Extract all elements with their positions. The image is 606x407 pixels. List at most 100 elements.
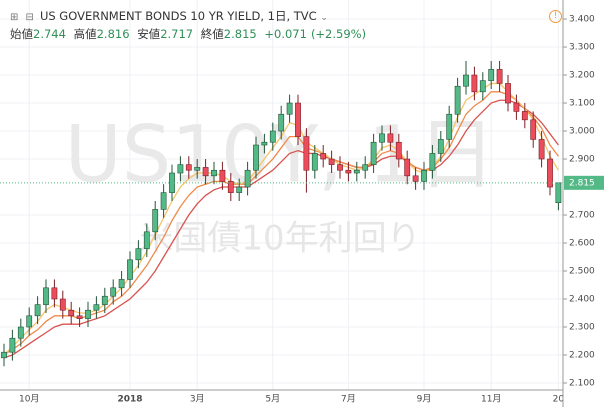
candle-body	[51, 287, 58, 300]
candle-body	[429, 153, 436, 171]
candle-body	[437, 139, 444, 154]
price-label-box	[564, 175, 604, 190]
candle-body	[547, 158, 553, 188]
candle-body	[143, 231, 150, 249]
candle-body	[387, 133, 394, 143]
y-tick-label: 2.500	[569, 267, 595, 277]
candle-body	[303, 136, 310, 171]
close-value: 2.815	[223, 27, 257, 41]
title-row: ⊞ ⊟ US GOVERNMENT BONDS 10 YR YIELD, 1日, …	[10, 8, 370, 26]
candle-body	[17, 326, 24, 339]
candle-body	[337, 164, 343, 171]
candle-body	[43, 287, 49, 305]
candle-body	[85, 309, 91, 319]
legend-header: ⊞ ⊟ US GOVERNMENT BONDS 10 YR YIELD, 1日, …	[10, 8, 370, 42]
x-tick-label: 7月	[341, 394, 356, 405]
high-value: 2.816	[96, 27, 130, 41]
open-value: 2.744	[33, 27, 66, 41]
candle-body	[68, 309, 75, 317]
candle-body	[421, 169, 427, 182]
candle-body	[395, 141, 402, 160]
candle-body	[9, 337, 16, 353]
candle-body	[370, 141, 377, 165]
candle-body	[253, 144, 259, 171]
candle-body	[219, 169, 226, 182]
chart-title[interactable]: US GOVERNMENT BONDS 10 YR YIELD, 1日, TVC	[39, 9, 317, 23]
candle-body	[496, 69, 503, 84]
change-pct: (+2.59%)	[310, 27, 367, 41]
y-tick-label: 3.400	[569, 15, 595, 25]
x-tick-label: 20	[553, 395, 565, 405]
y-tick-label: 2.300	[569, 323, 595, 333]
y-tick-label: 2.900	[569, 155, 595, 165]
candle-body	[177, 164, 184, 174]
candle-body	[59, 298, 66, 311]
candle-body	[269, 130, 276, 143]
candle-body	[555, 182, 562, 203]
change: +0.071	[264, 27, 307, 41]
low-value: 2.717	[160, 27, 194, 41]
y-tick-label: 3.100	[569, 99, 595, 109]
candle-body	[211, 169, 217, 177]
candle-body	[185, 164, 192, 171]
x-tick-label: 10月	[19, 394, 39, 405]
candle-body	[538, 139, 545, 160]
candle-body	[227, 181, 234, 193]
high-label: 高値	[73, 27, 97, 41]
warning-icon[interactable]: !	[549, 10, 562, 23]
candle-body	[236, 186, 243, 193]
y-tick-label: 2.400	[569, 295, 595, 305]
y-tick-label: 2.600	[569, 239, 595, 249]
watermark-sub: 米国債10年利回り	[139, 219, 420, 259]
candle-body	[135, 248, 142, 261]
open-label: 始値	[10, 27, 33, 41]
candle-body	[463, 74, 469, 87]
candle-body	[471, 74, 478, 93]
price-label: 2.815	[569, 178, 595, 188]
candle-body	[101, 295, 108, 305]
x-tick-label: 11月	[481, 394, 501, 405]
candle-body	[488, 69, 495, 81]
ohlc-row: 始値2.744 高値2.816 安値2.717 終値2.815 +0.071 (+…	[10, 26, 370, 42]
y-tick-label: 3.200	[569, 71, 595, 81]
x-tick-label: 3月	[190, 394, 205, 405]
candle-body	[379, 133, 385, 143]
candle-body	[26, 315, 33, 328]
candle-body	[446, 113, 453, 140]
candle-body	[76, 315, 83, 319]
candle-body	[1, 351, 7, 359]
candle-body	[362, 164, 369, 171]
y-tick-label: 2.100	[569, 379, 595, 389]
y-tick-label: 3.300	[569, 43, 595, 53]
y-tick-label: 2.200	[569, 351, 595, 361]
candle-body	[160, 192, 167, 210]
candle-body	[513, 102, 520, 112]
close-label: 終値	[200, 27, 224, 41]
candle-body	[202, 167, 209, 177]
candle-body	[278, 113, 285, 132]
candle-body	[244, 169, 251, 188]
toggle-icons[interactable]: ⊞ ⊟	[10, 12, 36, 23]
candle-body	[152, 209, 159, 233]
y-tick-label: 3.000	[569, 127, 595, 137]
candle-body	[127, 259, 133, 280]
low-label: 安値	[137, 27, 161, 41]
candle-body	[295, 102, 301, 137]
x-tick-label: 2018	[117, 395, 142, 405]
candle-body	[34, 304, 41, 317]
candle-body	[353, 169, 360, 174]
candle-body	[286, 102, 293, 115]
dropdown-icon[interactable]: ⌄	[320, 13, 328, 23]
candle-body	[505, 83, 511, 104]
candle-body	[118, 279, 125, 289]
candle-body	[412, 175, 419, 182]
candle-body	[311, 153, 318, 171]
candle-body	[404, 158, 411, 177]
candle-body	[320, 153, 327, 160]
candle-body	[110, 287, 117, 297]
candle-body	[454, 85, 461, 115]
candle-body	[479, 80, 486, 93]
candle-body	[328, 158, 335, 165]
